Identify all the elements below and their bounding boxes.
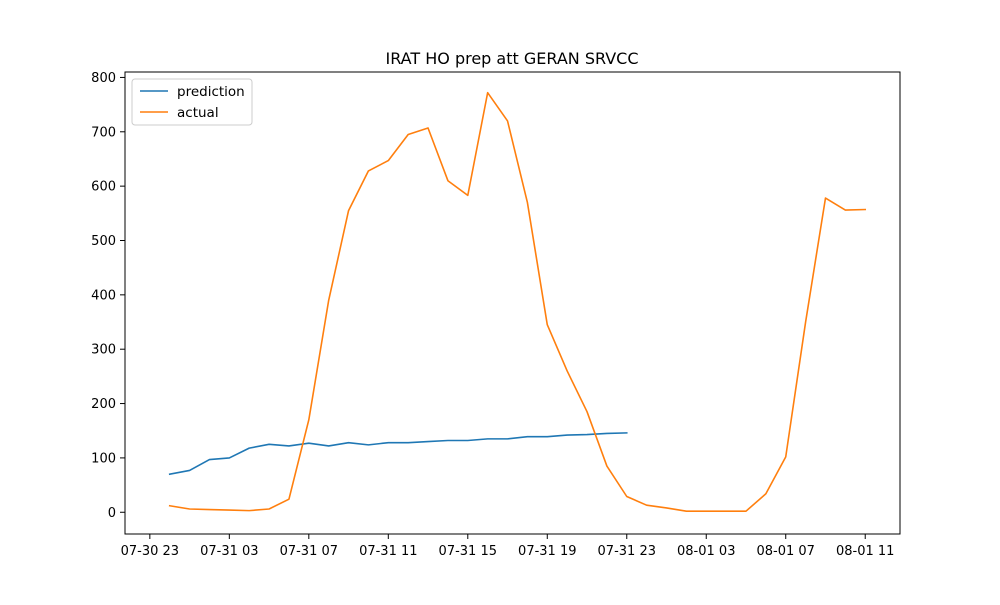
x-axis: 07-30 23 07-31 03 07-31 07 07-31 11 07-31 15… [121,534,894,559]
y-axis: 0 100 200 300 400 500 600 700 800 [91,71,125,521]
y-tick-label: 300 [91,343,116,358]
y-tick-label: 500 [91,234,116,249]
x-tick-label: 07-31 23 [598,544,656,559]
x-tick-label: 07-31 07 [280,544,338,559]
y-tick-label: 700 [91,125,116,140]
y-tick-label: 800 [91,71,116,86]
series-layer [168,91,867,512]
chart-title: IRAT HO prep att GERAN SRVCC [385,49,638,68]
y-tick-label: 400 [91,288,116,303]
x-tick-label: 07-30 23 [121,544,179,559]
x-tick-label: 07-31 11 [359,544,417,559]
y-tick-label: 100 [91,451,116,466]
series-line-actual [168,91,867,512]
x-tick-label: 08-01 07 [757,544,815,559]
plot-border [124,71,901,535]
legend-label-actual: actual [177,105,219,121]
x-tick-label: 07-31 19 [518,544,576,559]
y-tick-label: 600 [91,180,116,195]
plot-frame [124,71,901,535]
y-tick-label: 200 [91,397,116,412]
x-tick-label: 08-01 11 [836,544,894,559]
x-tick-label: 07-31 15 [439,544,497,559]
x-tick-label: 07-31 03 [200,544,258,559]
legend: prediction actual [131,78,253,126]
series-line-prediction [168,432,628,476]
x-tick-label: 08-01 03 [677,544,735,559]
legend-label-prediction: prediction [177,84,245,100]
y-tick-label: 0 [108,506,116,521]
